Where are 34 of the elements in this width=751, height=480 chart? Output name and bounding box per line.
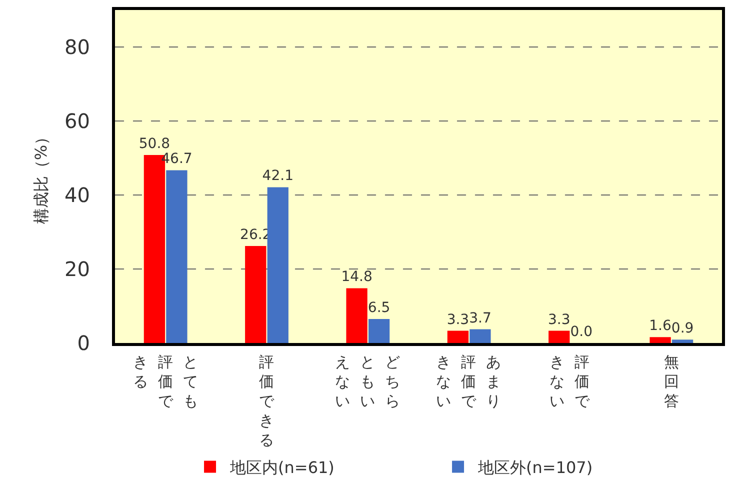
category-label: どちらともいえない	[335, 353, 400, 410]
bar	[368, 318, 390, 343]
data-label: 42.1	[262, 168, 294, 184]
legend-label: 地区内(n=61)	[229, 458, 334, 478]
category-label: 評価できない	[550, 353, 590, 410]
data-label: 14.8	[341, 269, 372, 286]
y-tick-label: 0	[77, 331, 90, 355]
y-tick-label: 80	[64, 35, 90, 59]
data-label: 3.3	[446, 312, 470, 328]
data-label: 3.3	[548, 312, 570, 328]
data-label: 50.8	[138, 136, 170, 152]
data-label: 6.5	[368, 300, 390, 316]
bar	[245, 246, 266, 343]
category-label: とても評価できる	[133, 353, 198, 410]
legend-label: 地区外(n=107)	[477, 458, 593, 478]
y-tick-label: 60	[64, 109, 90, 133]
y-tick-label: 20	[64, 257, 90, 281]
y-tick-label: 40	[64, 183, 90, 207]
bar	[267, 187, 288, 343]
data-label: 0.0	[570, 324, 593, 340]
x-tick-label: 評価できる	[259, 353, 275, 449]
data-label: 0.9	[671, 320, 694, 337]
bar	[470, 329, 491, 343]
y-axis-title: 構成比（%）	[31, 128, 50, 224]
x-tick-label: 無回答	[664, 353, 679, 410]
bar	[650, 337, 671, 343]
bar	[447, 330, 469, 343]
data-label: 3.7	[469, 310, 492, 326]
data-label: 1.6	[649, 318, 672, 334]
bar	[166, 170, 188, 343]
bar	[672, 340, 694, 343]
category-label: あまり評価できない	[436, 353, 501, 410]
bar	[346, 288, 368, 343]
bar	[548, 330, 570, 343]
